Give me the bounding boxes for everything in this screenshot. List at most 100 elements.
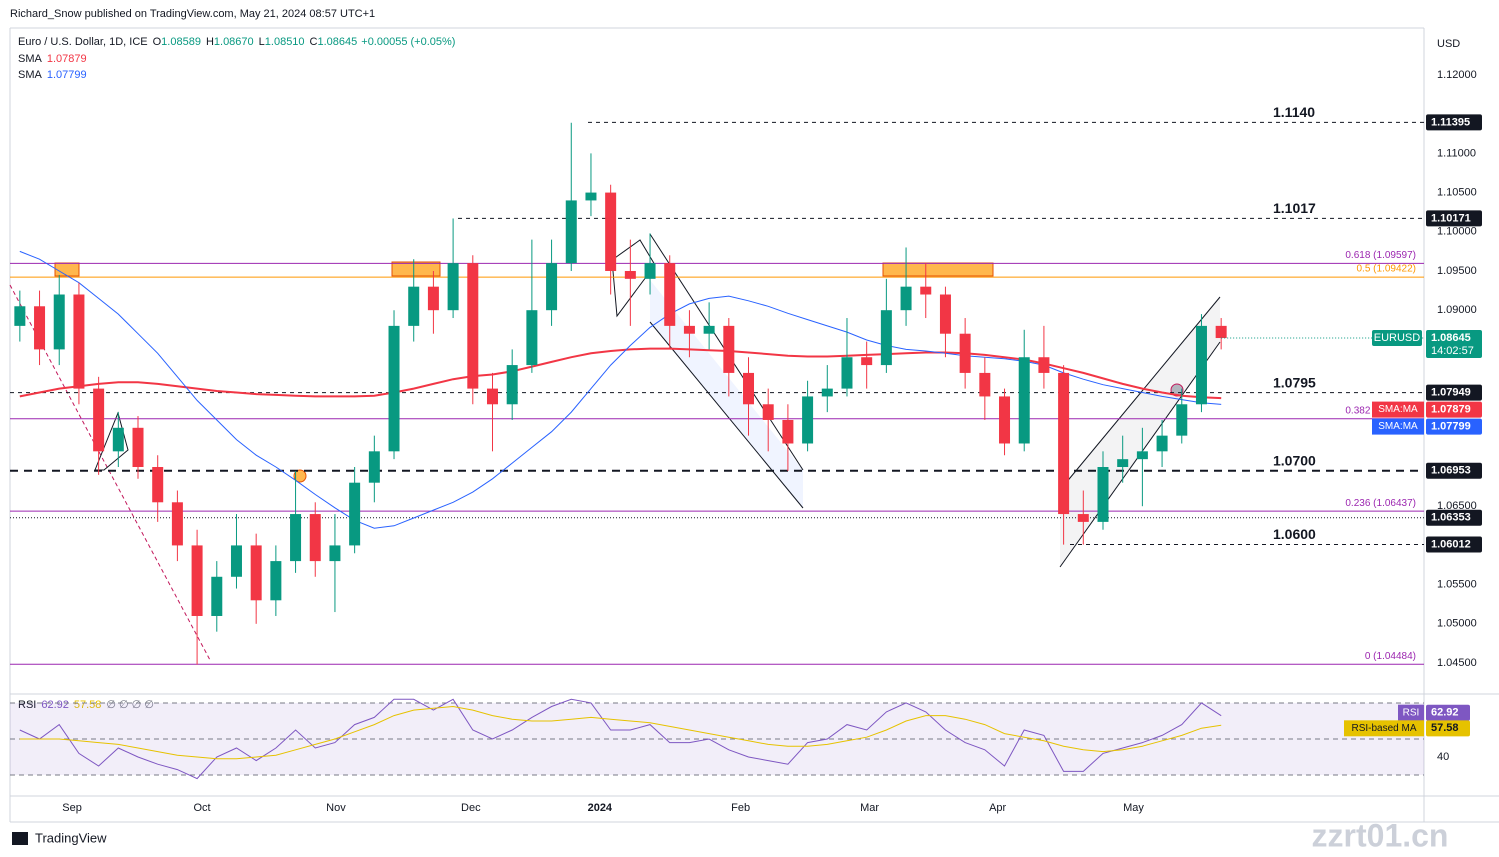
candle-body [585, 192, 597, 201]
legend-sma: SMA 1.07799 [18, 69, 87, 81]
candle-body [171, 502, 183, 546]
y-tick-label: 1.09000 [1437, 304, 1477, 316]
candle-body [703, 325, 715, 334]
price-tag: 1.07879 [1431, 404, 1471, 416]
candle-body [1058, 372, 1070, 515]
candle-body [959, 333, 971, 373]
y-tick-label: 1.12000 [1437, 69, 1477, 81]
candle-body [447, 263, 459, 311]
price-tag-label-bg [1372, 418, 1424, 435]
candle-body [309, 514, 321, 562]
price-tag: 1.10171 [1431, 212, 1471, 224]
candle-body [841, 357, 853, 389]
candle-body [526, 310, 538, 366]
price-tag: 1.08645 [1431, 332, 1471, 344]
price-tag-bg [1426, 536, 1482, 553]
sma-name: SMA [18, 69, 43, 81]
candle-body [644, 263, 656, 279]
x-tick-label: Mar [860, 802, 879, 814]
candle-body [34, 306, 46, 350]
y-tick-label: 1.06500 [1437, 500, 1477, 512]
level-label: 1.0700 [1273, 452, 1316, 468]
brand-logo [12, 832, 28, 845]
candle-body [1195, 325, 1207, 405]
channel-line [1059, 296, 1221, 491]
candle-body [329, 545, 341, 562]
x-tick-label: Nov [326, 802, 346, 814]
price-tag-label: SMA:MA [1378, 421, 1418, 432]
x-tick-label: Sep [62, 802, 82, 814]
candle-body [1018, 357, 1030, 444]
quote-key: C [310, 36, 318, 48]
countdown: 14:02:57 [1431, 345, 1474, 357]
candle-body [112, 427, 124, 452]
rsi-tag-bg [1426, 704, 1470, 721]
zone-box [54, 262, 80, 277]
candle-body [53, 294, 65, 350]
price-tag: 1.06953 [1431, 465, 1471, 477]
candle-body [211, 576, 223, 616]
legend-extra: ∅ ∅ ∅ ∅ [106, 699, 154, 711]
x-tick-label: Feb [731, 802, 750, 814]
candle-body [900, 286, 912, 311]
y-tick-label: 1.10500 [1437, 186, 1477, 198]
sma-value: 1.07879 [47, 53, 87, 65]
rsi-line [19, 705, 1222, 760]
candle-body [723, 325, 735, 373]
price-tag: 1.11395 [1431, 116, 1470, 128]
quote-key: H [206, 36, 214, 48]
price-tag: 1.07949 [1431, 387, 1471, 399]
price-tag-label-bg [1372, 401, 1424, 418]
quote-value: 1.08670 [214, 36, 254, 48]
publisher: Richard_Snow published on TradingView.co… [10, 8, 375, 20]
y-tick-label: 1.05500 [1437, 579, 1477, 591]
zone-box [391, 261, 441, 277]
currency[interactable]: USD [1437, 38, 1460, 50]
candle-body [1176, 404, 1188, 436]
marker [293, 469, 307, 483]
rsi-tag-label-bg [1344, 720, 1424, 737]
candle-body [743, 372, 755, 405]
price-tag: 1.07799 [1431, 421, 1471, 433]
candle-body [467, 263, 479, 389]
candle-body [802, 396, 814, 444]
candle-body [1038, 357, 1050, 373]
quote-value: 1.08589 [161, 36, 201, 48]
rsi-tag: 62.92 [1431, 707, 1459, 719]
price-tag: 1.06012 [1431, 538, 1471, 550]
candle-body [14, 306, 26, 326]
fib-label: 0.618 (1.09597) [1345, 250, 1416, 261]
rsi-tag-label-bg [1398, 704, 1424, 721]
candle-body [93, 388, 105, 452]
candle-body [408, 286, 420, 326]
quote-value: 1.08645 [318, 36, 358, 48]
x-tick-label: 2024 [588, 802, 613, 814]
y-tick-label: 1.11000 [1437, 147, 1476, 159]
price-tag-bg [1426, 418, 1482, 435]
candle-body [664, 263, 676, 326]
rsi-tag-label: RSI-based MA [1351, 723, 1416, 734]
candle-body [1156, 435, 1168, 452]
rsi-line [19, 698, 1222, 780]
candle-body [230, 545, 242, 577]
x-tick-label: Oct [193, 802, 210, 814]
candle-body [782, 419, 794, 444]
fib-label: 0.236 (1.06437) [1345, 498, 1416, 509]
candle-body [939, 294, 951, 334]
symbol-tag: EURUSD [1374, 332, 1421, 344]
candle-body [1097, 467, 1109, 522]
candle-body [999, 396, 1011, 444]
candle-body [368, 451, 380, 483]
channel-line [649, 321, 804, 509]
candle-body [979, 372, 991, 397]
candle-body [388, 325, 400, 452]
candle-body [152, 467, 164, 503]
price-tag-bg [1426, 210, 1482, 227]
price-tag-bg [1426, 330, 1482, 359]
price-tag-bg [1426, 509, 1482, 526]
rsi-tag-label: RSI [1403, 707, 1420, 718]
legend-sma: SMA 1.07879 [18, 53, 87, 65]
rsi-name: RSI [18, 699, 36, 711]
